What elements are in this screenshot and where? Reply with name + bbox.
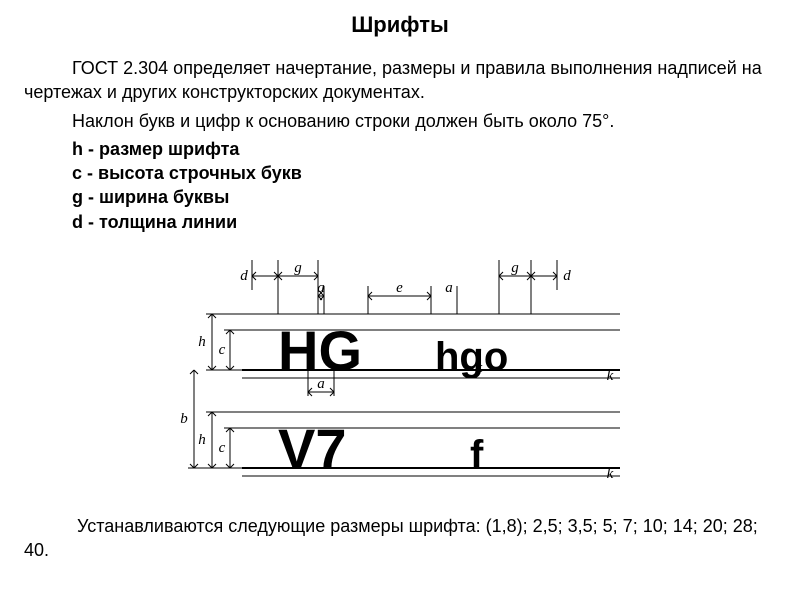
svg-text:HG: HG (278, 319, 362, 382)
svg-text:h: h (198, 334, 206, 350)
definition-h: h - размер шрифта (72, 137, 776, 161)
svg-text:c: c (219, 440, 226, 456)
svg-text:g: g (511, 260, 519, 276)
svg-text:a: a (317, 376, 325, 392)
svg-text:k: k (476, 360, 483, 376)
definition-c: с - высота строчных букв (72, 161, 776, 185)
paragraph-2: Наклон букв и цифр к основанию строки до… (24, 109, 776, 133)
definition-d: d - толщина линии (72, 210, 776, 234)
svg-text:hgo: hgo (435, 335, 508, 379)
svg-text:f: f (470, 433, 484, 477)
svg-text:a: a (317, 280, 325, 296)
definition-g: g - ширина буквы (72, 185, 776, 209)
footer-line: Устанавливаются следующие размеры шрифта… (24, 514, 776, 563)
svg-text:h: h (198, 432, 206, 448)
svg-text:V7: V7 (278, 417, 347, 480)
svg-text:d: d (240, 268, 248, 284)
font-diagram: HGhgoV7fgdaeagdhcbhckkak (170, 246, 630, 496)
svg-text:a: a (445, 280, 453, 296)
svg-text:k: k (607, 466, 614, 482)
svg-text:g: g (294, 260, 302, 276)
svg-text:k: k (607, 368, 614, 384)
footer-label: Устанавливаются следующие размеры шрифта… (77, 516, 486, 536)
svg-text:b: b (180, 411, 188, 427)
paragraph-1: ГОСТ 2.304 определяет начертание, размер… (24, 56, 776, 105)
svg-text:e: e (396, 280, 403, 296)
svg-text:c: c (219, 342, 226, 358)
page-title: Шрифты (24, 12, 776, 38)
svg-text:d: d (563, 268, 571, 284)
